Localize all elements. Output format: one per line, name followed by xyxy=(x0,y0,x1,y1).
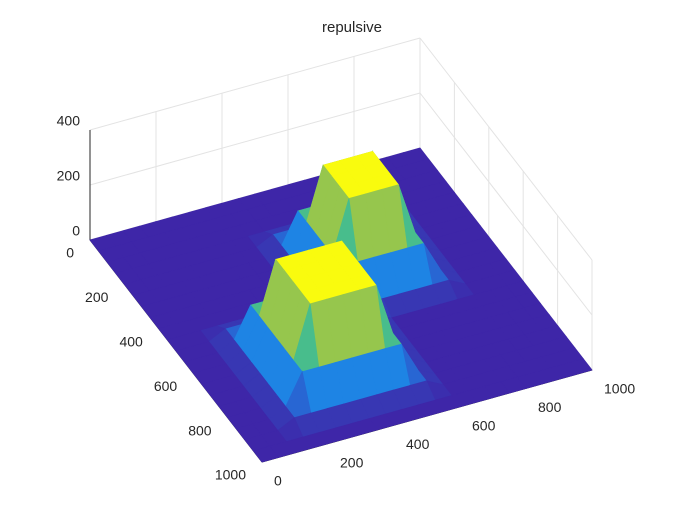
y-tick-label: 800 xyxy=(188,422,212,438)
x-tick-label: 600 xyxy=(472,418,496,434)
grid-line xyxy=(419,92,593,316)
grid-line xyxy=(89,92,421,186)
y-tick-label: 400 xyxy=(119,334,143,350)
y-tick-label: 1000 xyxy=(215,467,246,483)
x-tick-label: 800 xyxy=(538,399,562,415)
y-tick-label: 0 xyxy=(66,245,74,261)
x-tick-label: 0 xyxy=(274,473,282,489)
surface-patch xyxy=(252,445,280,463)
z-tick-label: 200 xyxy=(57,168,81,184)
chart-title: repulsive xyxy=(322,19,382,36)
y-tick-label: 600 xyxy=(154,378,178,394)
x-tick-label: 400 xyxy=(406,436,430,452)
grid-line xyxy=(419,37,593,261)
y-tick-label: 200 xyxy=(85,289,109,305)
z-tick-label: 400 xyxy=(57,113,81,129)
x-tick-label: 1000 xyxy=(604,381,635,397)
x-tick-label: 200 xyxy=(340,454,364,470)
grid-line xyxy=(89,37,421,131)
z-tick-label: 0 xyxy=(72,223,80,239)
